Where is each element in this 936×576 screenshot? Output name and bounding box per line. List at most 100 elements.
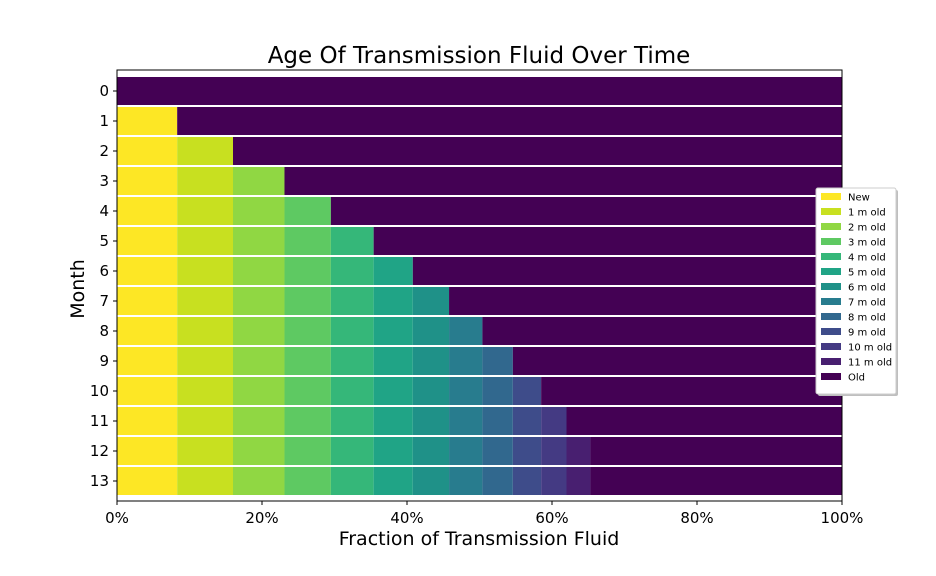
y-tick-label-4: 4	[99, 202, 109, 220]
bar-3-series-12	[284, 167, 843, 195]
bar-12-series-12	[590, 437, 842, 465]
bar-10-series-1	[177, 377, 233, 405]
y-tick-label-11: 11	[90, 412, 109, 430]
bar-13-series-2	[233, 467, 285, 495]
bar-10-series-0	[117, 377, 178, 405]
y-tick-label-12: 12	[90, 442, 109, 460]
bar-3-series-2	[233, 167, 285, 195]
bar-6-series-0	[117, 257, 178, 285]
y-tick-label-13: 13	[90, 472, 109, 490]
bar-5-series-2	[233, 227, 285, 255]
bar-13-series-10	[541, 467, 567, 495]
bar-5-series-12	[373, 227, 842, 255]
bar-4-series-0	[117, 197, 178, 225]
bar-12-series-3	[284, 437, 331, 465]
bar-11-series-6	[412, 407, 450, 435]
legend-swatch-3	[821, 238, 841, 245]
bar-13-series-7	[449, 467, 483, 495]
legend-swatch-1	[821, 208, 841, 215]
legend-label-9: 9 m old	[848, 328, 886, 339]
bar-9-series-4	[330, 347, 374, 375]
bar-12-series-2	[233, 437, 285, 465]
bar-1-series-0	[117, 107, 178, 135]
bar-9-series-8	[482, 347, 513, 375]
bar-10-series-12	[541, 377, 843, 405]
bar-9-series-0	[117, 347, 178, 375]
bars-group	[117, 77, 843, 495]
legend-swatch-12	[821, 373, 841, 380]
legend-swatch-11	[821, 358, 841, 365]
bar-0-series-12	[117, 77, 842, 105]
legend-swatch-0	[821, 193, 841, 200]
bar-9-series-7	[449, 347, 483, 375]
bar-13-series-9	[512, 467, 542, 495]
legend: New 1 m old 2 m old 3 m old 4 m old 5 m old 6 …	[815, 187, 898, 396]
bar-12-series-10	[541, 437, 567, 465]
bar-12-series-6	[412, 437, 450, 465]
bar-2-series-1	[177, 137, 233, 165]
bar-13-series-11	[566, 467, 591, 495]
legend-label-12: Old	[848, 373, 865, 384]
x-axis: 0% 20% 40% 60% 80% 100%	[105, 501, 863, 527]
x-tick-label-3: 60%	[535, 509, 568, 527]
bar-8-series-12	[482, 317, 842, 345]
y-tick-label-6: 6	[99, 262, 109, 280]
bar-11-series-10	[541, 407, 567, 435]
legend-label-10: 10 m old	[848, 343, 892, 354]
bar-7-series-12	[449, 287, 842, 315]
bar-11-series-2	[233, 407, 285, 435]
bar-6-series-1	[177, 257, 233, 285]
bar-11-series-8	[482, 407, 513, 435]
legend-label-0: New	[848, 193, 870, 204]
legend-swatch-5	[821, 268, 841, 275]
bar-6-series-4	[330, 257, 374, 285]
y-tick-label-9: 9	[99, 352, 109, 370]
y-tick-label-5: 5	[99, 232, 109, 250]
y-tick-label-7: 7	[99, 292, 109, 310]
bar-13-series-1	[177, 467, 233, 495]
bar-6-series-3	[284, 257, 331, 285]
legend-label-7: 7 m old	[848, 298, 886, 309]
y-tick-label-8: 8	[99, 322, 109, 340]
legend-swatch-7	[821, 298, 841, 305]
bar-13-series-0	[117, 467, 178, 495]
y-tick-label-3: 3	[99, 172, 109, 190]
bar-12-series-9	[512, 437, 542, 465]
bar-2-series-12	[233, 137, 842, 165]
bar-8-series-4	[330, 317, 374, 345]
legend-label-1: 1 m old	[848, 208, 886, 219]
bar-5-series-1	[177, 227, 233, 255]
bar-12-series-8	[482, 437, 513, 465]
bar-7-series-1	[177, 287, 233, 315]
bar-4-series-1	[177, 197, 233, 225]
bar-4-series-3	[284, 197, 331, 225]
bar-4-series-12	[330, 197, 843, 225]
bar-7-series-2	[233, 287, 285, 315]
bar-11-series-0	[117, 407, 178, 435]
legend-label-3: 3 m old	[848, 238, 886, 249]
bar-11-series-9	[512, 407, 542, 435]
bar-11-series-1	[177, 407, 233, 435]
legend-label-11: 11 m old	[848, 358, 892, 369]
bar-11-series-5	[373, 407, 413, 435]
bar-12-series-5	[373, 437, 413, 465]
x-tick-label-0: 0%	[105, 509, 129, 527]
legend-label-6: 6 m old	[848, 283, 886, 294]
bar-5-series-4	[330, 227, 374, 255]
bar-10-series-2	[233, 377, 285, 405]
bar-12-series-4	[330, 437, 374, 465]
bar-13-series-3	[284, 467, 331, 495]
bar-13-series-8	[482, 467, 513, 495]
bar-13-series-5	[373, 467, 413, 495]
y-tick-label-0: 0	[99, 82, 109, 100]
bar-13-series-6	[412, 467, 450, 495]
bar-11-series-12	[566, 407, 842, 435]
y-tick-label-1: 1	[99, 112, 109, 130]
x-tick-label-1: 20%	[245, 509, 278, 527]
bar-9-series-2	[233, 347, 285, 375]
x-tick-label-5: 100%	[821, 509, 864, 527]
bar-8-series-5	[373, 317, 413, 345]
bar-9-series-3	[284, 347, 331, 375]
bar-12-series-1	[177, 437, 233, 465]
bar-8-series-3	[284, 317, 331, 345]
